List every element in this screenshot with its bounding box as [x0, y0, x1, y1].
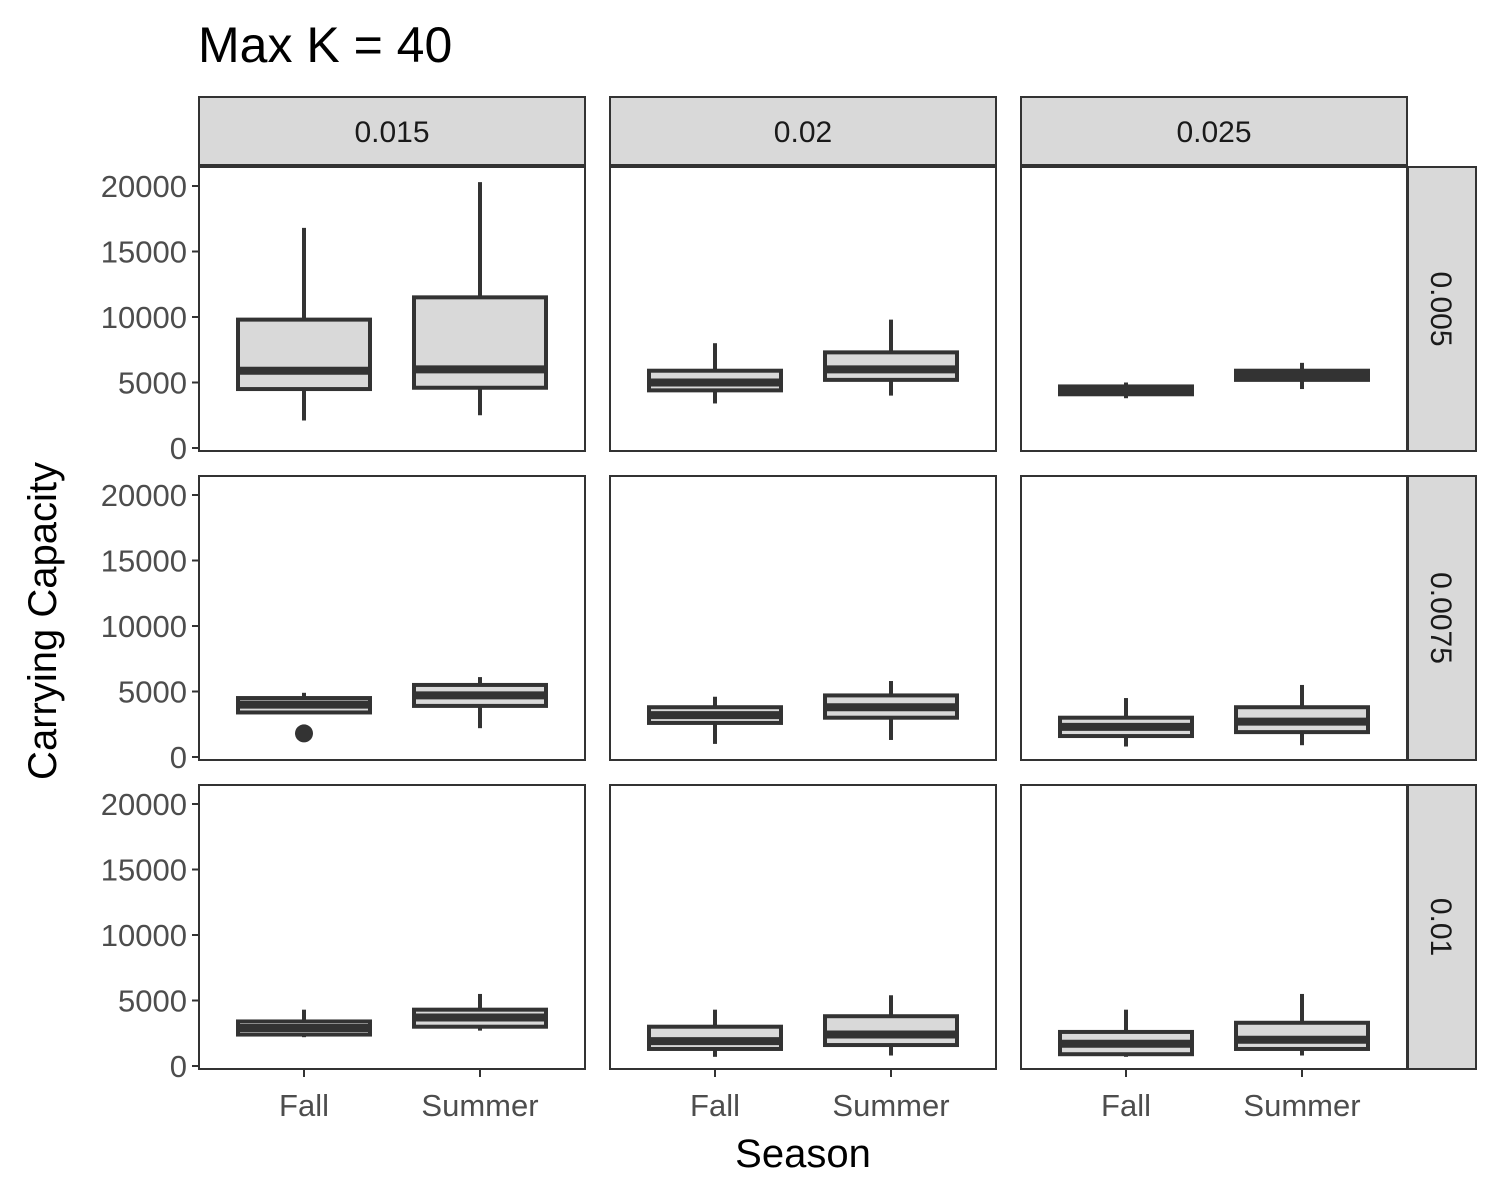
iqr-box	[412, 295, 548, 390]
y-tick-label: 20000	[101, 478, 187, 513]
y-tick-label: 20000	[101, 787, 187, 822]
box-summer	[412, 182, 548, 416]
x-axis-title: Season	[735, 1132, 871, 1176]
box-summer	[1234, 993, 1370, 1056]
outlier-point	[295, 724, 313, 743]
panel-border	[198, 166, 586, 452]
facet-panel	[609, 475, 997, 761]
panel-border	[1020, 475, 1408, 761]
row-strip-label: 0.005	[1424, 271, 1457, 346]
y-tick-label: 0	[170, 740, 187, 775]
box-summer	[412, 677, 548, 729]
y-tick-label: 15000	[101, 544, 187, 579]
facet-panel	[198, 475, 586, 761]
column-strip-label: 0.015	[354, 116, 429, 149]
row-strip-background	[1407, 475, 1477, 761]
panel-border	[198, 784, 586, 1070]
x-tick-label: Summer	[421, 1088, 538, 1123]
column-strip: 0.015	[198, 96, 586, 166]
panel-border	[1020, 166, 1408, 452]
box-fall	[236, 692, 372, 743]
x-tick-label: Summer	[832, 1088, 949, 1123]
panel-border	[1020, 784, 1408, 1070]
box-summer	[412, 993, 548, 1031]
x-tick-label: Fall	[690, 1088, 740, 1123]
panel-border	[609, 784, 997, 1070]
box-summer	[1234, 362, 1370, 390]
y-axis: 0 5000 10000 15000 20000	[101, 169, 199, 466]
panel-background	[1021, 167, 1407, 451]
y-tick-label: 0	[170, 1049, 187, 1084]
box-fall	[647, 343, 783, 404]
x-tick-label: Summer	[1243, 1088, 1360, 1123]
facet-panel	[198, 784, 586, 1070]
box-summer	[1234, 684, 1370, 746]
facet-panel	[1020, 475, 1408, 761]
y-tick-label: 15000	[101, 853, 187, 888]
column-strip: 0.02	[609, 96, 997, 166]
y-axis-title: Carrying Capacity	[21, 462, 65, 780]
facet-panel	[609, 166, 997, 452]
box-fall	[1058, 1009, 1194, 1057]
box-fall	[647, 1009, 783, 1057]
x-tick-label: Fall	[279, 1088, 329, 1123]
facet-panel	[1020, 166, 1408, 452]
box-fall	[236, 1009, 372, 1038]
row-strip-label: 0.01	[1424, 898, 1457, 956]
box-fall	[647, 696, 783, 744]
x-axis: Fall Summer	[279, 1069, 539, 1123]
y-tick-label: 10000	[101, 609, 187, 644]
x-tick-label: Fall	[1101, 1088, 1151, 1123]
box-summer	[823, 681, 959, 740]
column-strip-label: 0.02	[774, 116, 832, 149]
row-strip-background	[1407, 166, 1477, 452]
y-tick-label: 0	[170, 431, 187, 466]
y-axis: 0 5000 10000 15000 20000	[101, 787, 199, 1084]
column-strip-background	[609, 96, 997, 166]
y-tick-label: 15000	[101, 235, 187, 270]
panel-background	[610, 167, 996, 451]
column-strip-label: 0.025	[1176, 116, 1251, 149]
y-tick-label: 5000	[118, 675, 187, 710]
box-fall	[1058, 698, 1194, 747]
column-strip: 0.025	[1020, 96, 1408, 166]
box-summer	[823, 995, 959, 1056]
y-tick-label: 5000	[118, 366, 187, 401]
facet-panel	[1020, 784, 1408, 1070]
column-strip-background	[198, 96, 586, 166]
x-axis: Fall Summer	[690, 1069, 950, 1123]
row-strip: 0.0075	[1407, 475, 1477, 761]
panel-background	[199, 476, 585, 760]
row-strip: 0.01	[1407, 784, 1477, 1070]
row-strip-label: 0.0075	[1424, 572, 1457, 664]
box-summer	[823, 319, 959, 396]
facet-grid: 0.015 0.02 0.025 0.005 0.0075 0.01 0 5000 10000 1…	[101, 96, 1477, 1123]
panel-border	[609, 475, 997, 761]
y-tick-label: 5000	[118, 984, 187, 1019]
row-strip: 0.005	[1407, 166, 1477, 452]
box-fall	[236, 227, 372, 421]
panel-border	[198, 475, 586, 761]
y-axis: 0 5000 10000 15000 20000	[101, 478, 199, 775]
facet-panel	[198, 166, 586, 452]
y-tick-label: 10000	[101, 300, 187, 335]
y-tick-label: 20000	[101, 169, 187, 204]
y-tick-label: 10000	[101, 918, 187, 953]
panel-border	[609, 166, 997, 452]
chart-title: Max K = 40	[198, 17, 452, 73]
column-strip-background	[1020, 96, 1408, 166]
x-axis: Fall Summer	[1101, 1069, 1361, 1123]
facet-panel	[609, 784, 997, 1070]
box-fall	[1058, 382, 1194, 399]
iqr-box	[236, 317, 372, 392]
